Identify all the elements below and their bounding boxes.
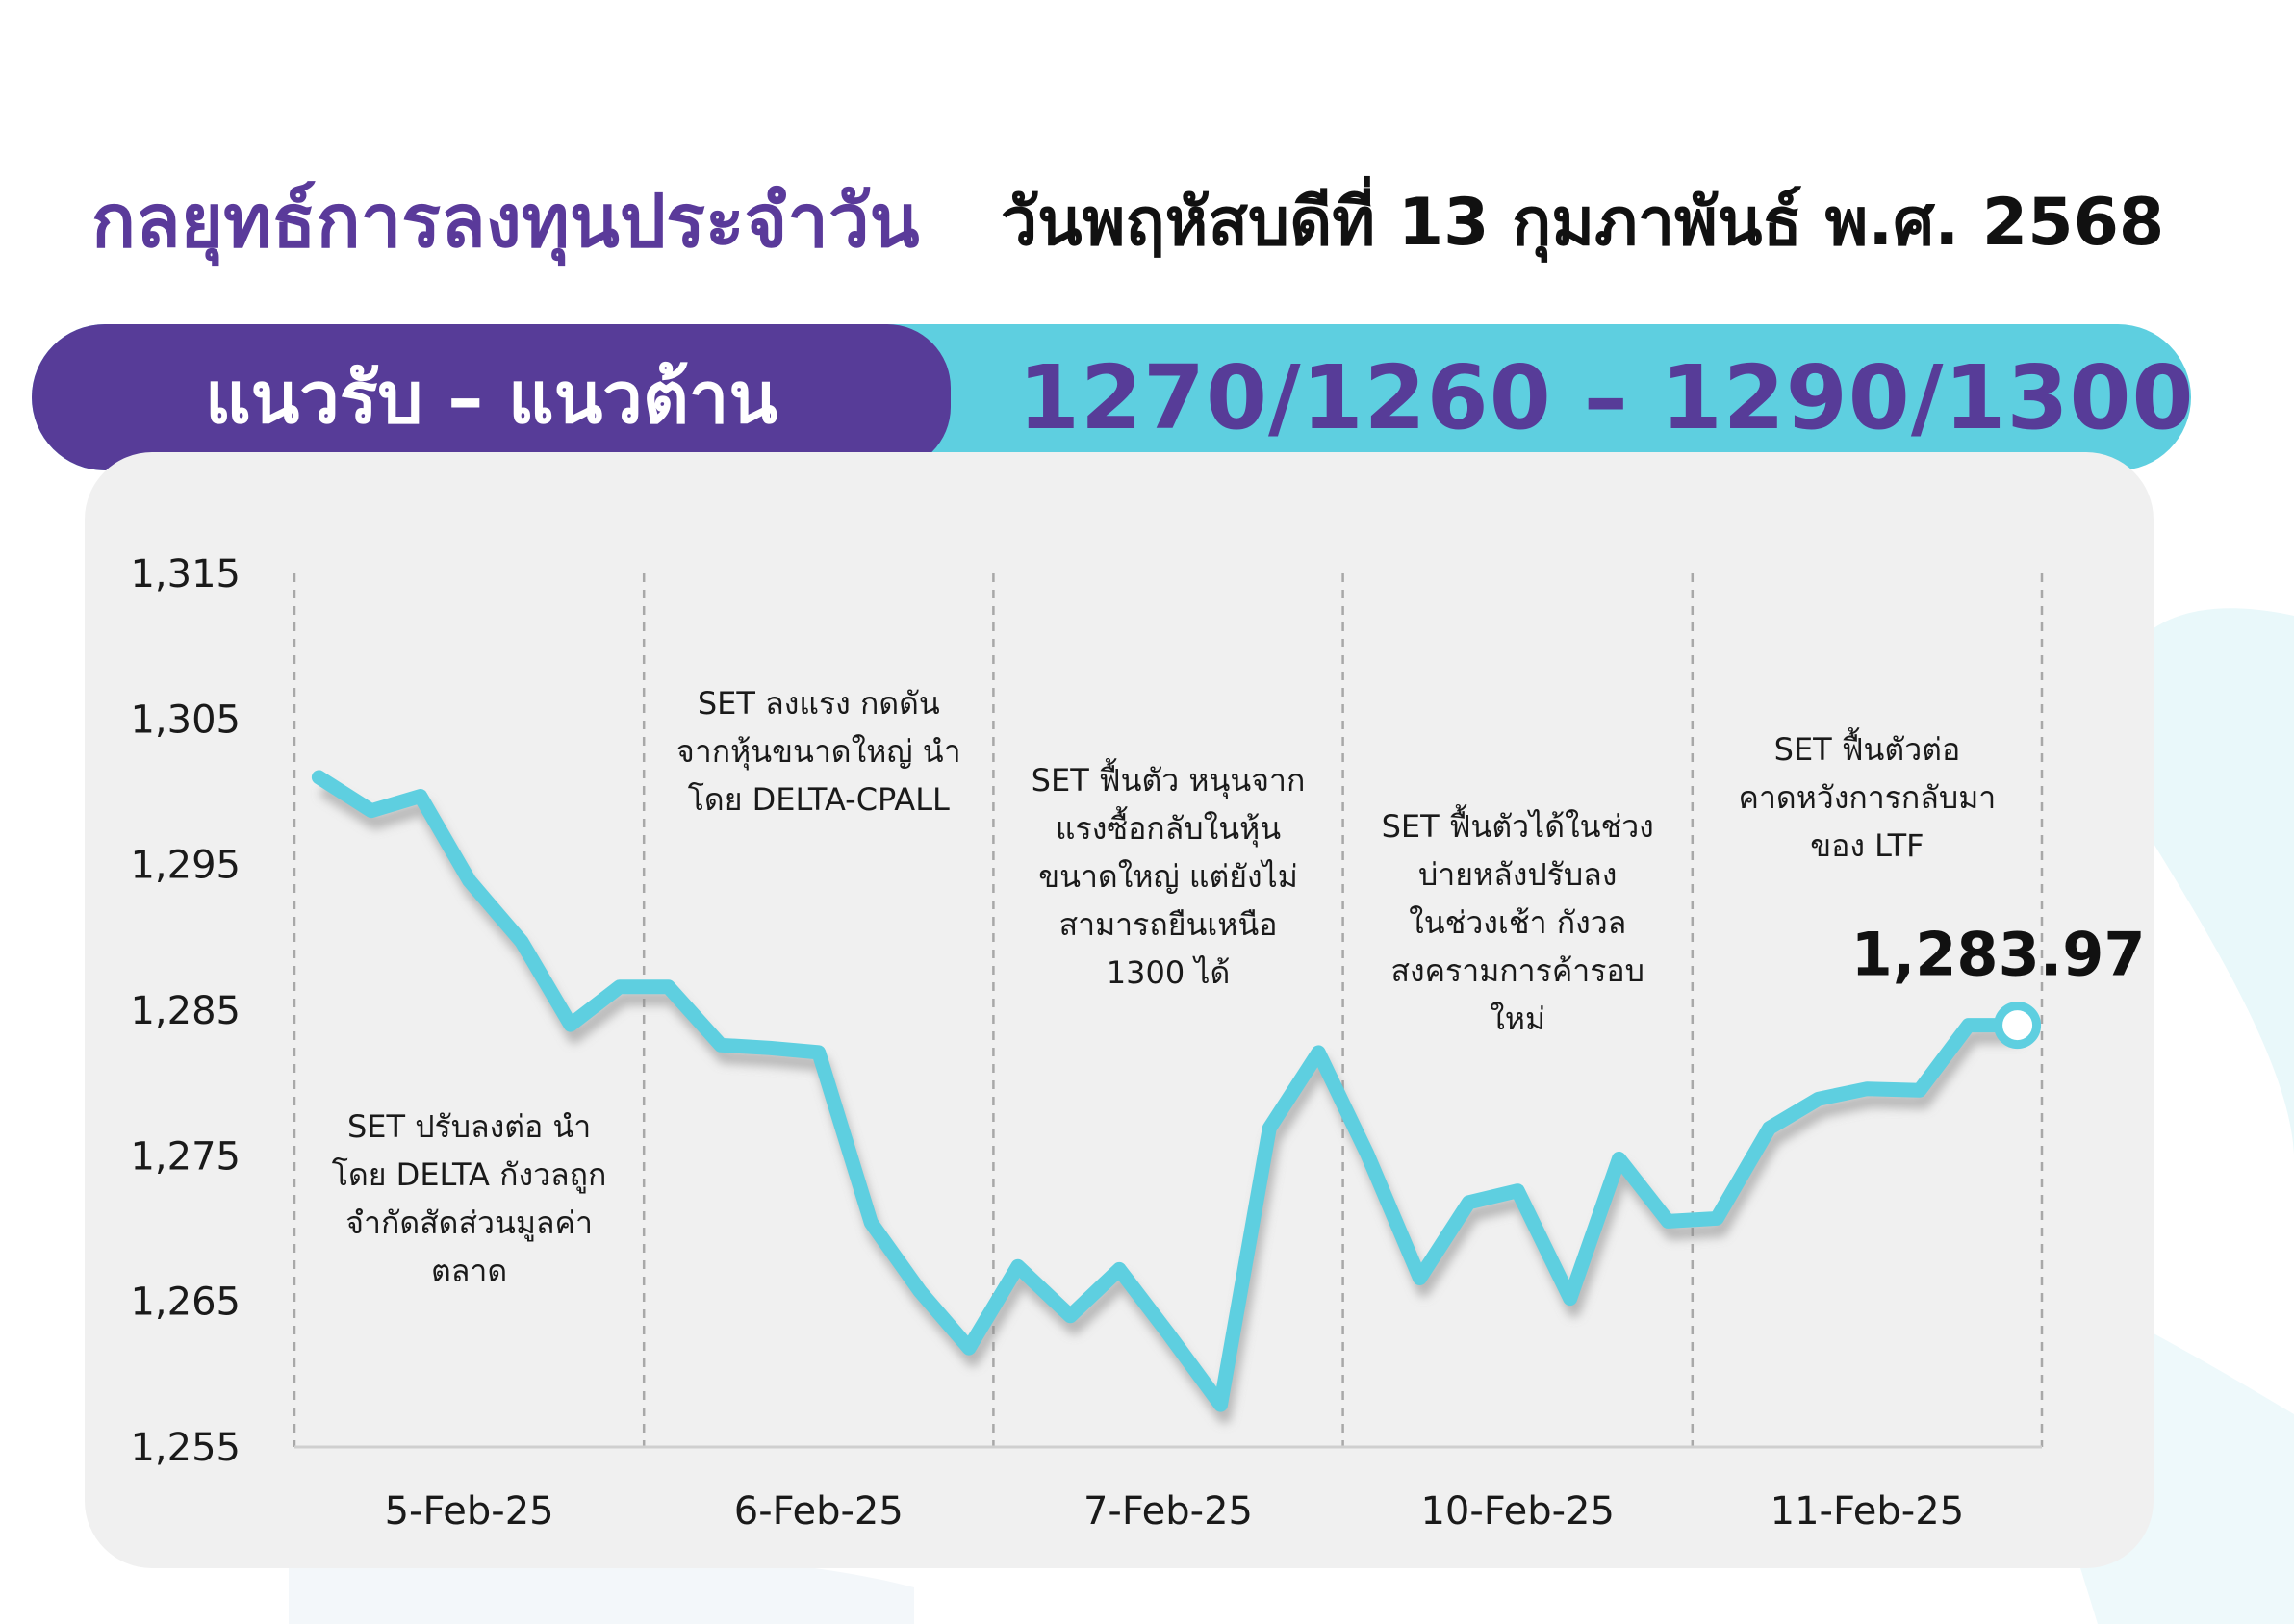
set-index-line xyxy=(311,770,2026,1412)
annotation-line: สามารถยืนเหนือ xyxy=(1059,906,1278,943)
y-tick-label: 1,275 xyxy=(130,1134,241,1179)
annotation-line: ในช่วงเช้า กังวล xyxy=(1409,904,1626,941)
x-tick-label: 7-Feb-25 xyxy=(1083,1489,1253,1534)
annotation-line: สงครามการค้ารอบ xyxy=(1390,952,1644,989)
annotation-line: SET ฟื้นตัวได้ในช่วง xyxy=(1382,804,1654,845)
last-point-marker xyxy=(1994,1002,2042,1050)
y-tick-label: 1,285 xyxy=(130,989,241,1033)
y-tick-label: 1,315 xyxy=(130,552,241,596)
last-value-label: 1,283.97 xyxy=(1851,920,2146,990)
annotation-line: บ่ายหลังปรับลง xyxy=(1418,856,1617,893)
annotation-line: ใหม่ xyxy=(1490,1001,1545,1037)
annotation-line: โดย DELTA-CPALL xyxy=(688,781,950,818)
x-tick-label: 11-Feb-25 xyxy=(1771,1489,1964,1534)
page-title: กลยุทธ์การลงทุนประจำวัน xyxy=(91,178,920,264)
annotation-line: SET ฟื้นตัว หนุนจาก xyxy=(1032,758,1306,799)
annotation-line: โดย DELTA กังวลถูก xyxy=(332,1156,607,1194)
annotation-7-Feb-25: SET ฟื้นตัว หนุนจากแรงซื้อกลับในหุ้นขนาด… xyxy=(1032,758,1306,991)
banner-label-box: แนวรับ – แนวต้าน xyxy=(32,324,951,470)
annotation-line: SET ฟื้นตัวต่อ xyxy=(1774,727,1961,768)
y-tick-label: 1,305 xyxy=(130,698,241,742)
support-resistance-label: แนวรับ – แนวต้าน xyxy=(204,357,778,440)
x-tick-label: 5-Feb-25 xyxy=(385,1489,554,1534)
annotation-line: ขนาดใหญ่ แต่ยังไม่ xyxy=(1038,858,1298,895)
support-resistance-value: 1270/1260 – 1290/1300 xyxy=(1018,345,2195,449)
annotation-line: SET ลงแรง กดดัน xyxy=(698,685,940,722)
annotation-line: แรงซื้อกลับในหุ้น xyxy=(1056,806,1281,848)
annotation-line: ตลาด xyxy=(431,1253,507,1289)
y-tick-label: 1,265 xyxy=(130,1281,241,1325)
y-tick-label: 1,255 xyxy=(130,1426,241,1470)
annotation-10-Feb-25: SET ฟื้นตัวได้ในช่วงบ่ายหลังปรับลงในช่วง… xyxy=(1382,804,1654,1037)
y-tick-label: 1,295 xyxy=(130,844,241,888)
annotation-line: จำกัดสัดส่วนมูลค่า xyxy=(345,1205,593,1242)
support-resistance-banner: 1270/1260 – 1290/1300 แนวรับ – แนวต้าน xyxy=(32,324,2195,470)
annotation-line: คาดหวังการกลับมา xyxy=(1739,779,1997,816)
annotation-line: จากหุ้นขนาดใหญ่ นำ xyxy=(676,733,961,771)
page-date: วันพฤหัสบดีที่ 13 กุมภาพันธ์ พ.ศ. 2568 xyxy=(1001,185,2165,261)
annotation-line: ของ LTF xyxy=(1810,827,1924,864)
x-tick-label: 10-Feb-25 xyxy=(1420,1489,1614,1534)
chart-panel xyxy=(85,452,2154,1568)
annotation-line: SET ปรับลงต่อ นำ xyxy=(347,1108,591,1145)
x-tick-label: 6-Feb-25 xyxy=(734,1489,904,1534)
annotation-line: 1300 ได้ xyxy=(1107,954,1230,991)
